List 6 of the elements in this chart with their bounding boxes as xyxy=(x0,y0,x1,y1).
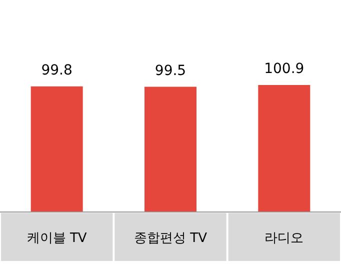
x-tick-label: 케이블 TV xyxy=(26,231,87,246)
x-tick-label: 라디오 xyxy=(264,231,304,246)
data-label: 99.8 xyxy=(41,62,72,78)
x-tick-label: 종합편성 TV xyxy=(134,231,208,246)
data-label: 99.5 xyxy=(154,62,186,79)
data-label: 100.9 xyxy=(264,61,304,77)
